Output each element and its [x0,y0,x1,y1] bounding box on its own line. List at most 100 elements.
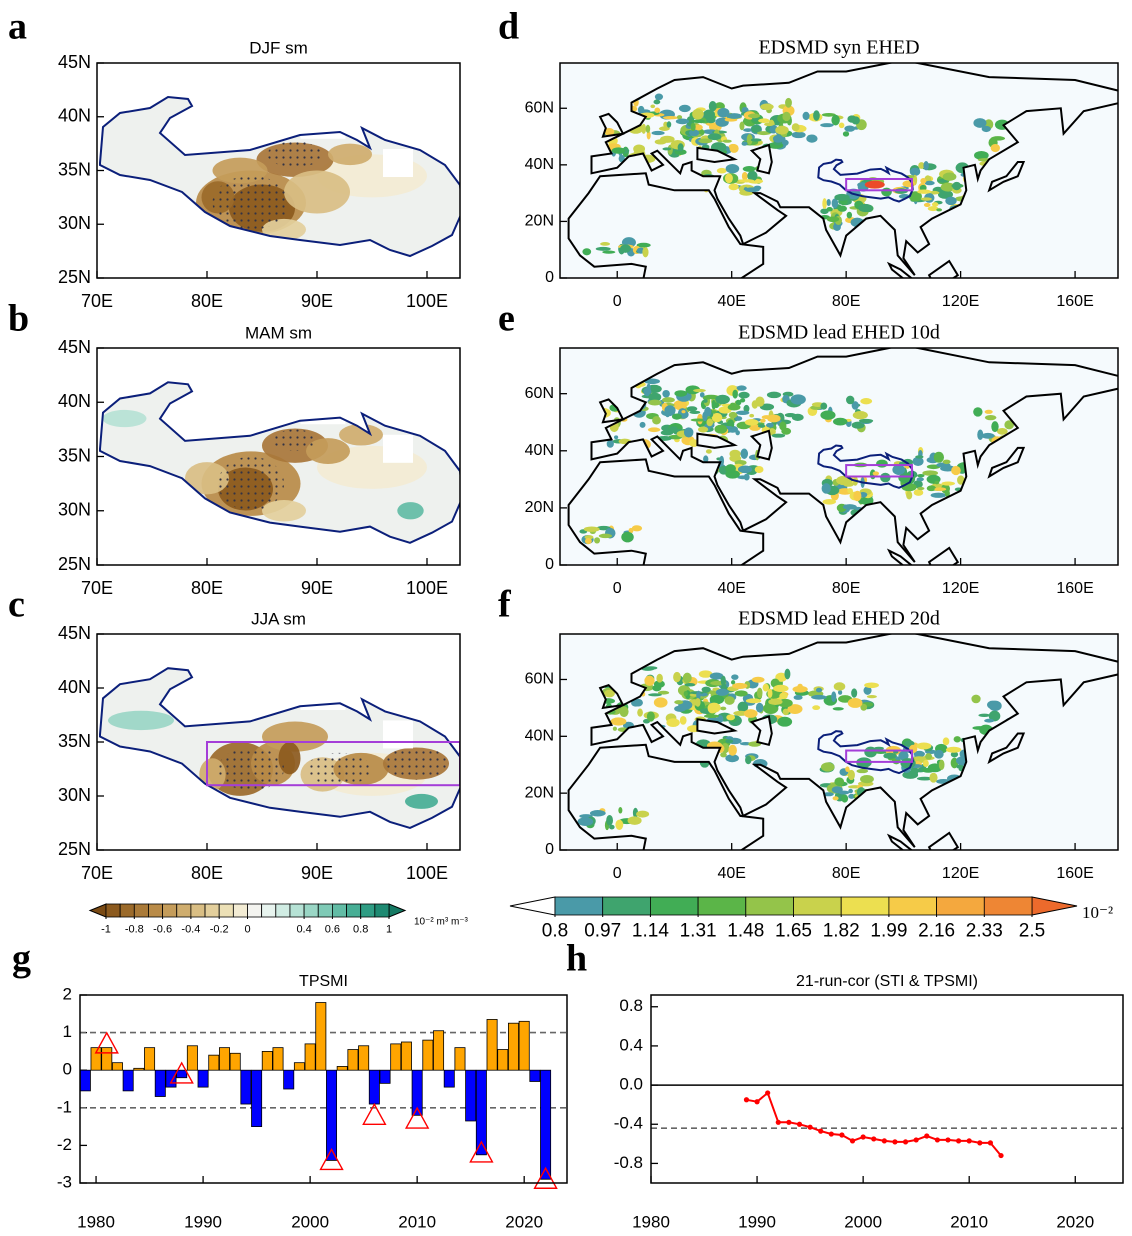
contour-fill [648,693,662,697]
series-point [934,1137,940,1143]
colorbar-swatch [162,903,178,918]
series-point [955,1138,962,1144]
contour-fill [677,143,684,152]
x-tick-label: 80E [191,291,223,311]
contour-fill [920,178,927,184]
colorbar-swatch [374,903,390,918]
x-tick-label: 80E [832,293,860,310]
contour-fill [990,143,1000,153]
contour-fill [646,711,655,722]
colorbar-label: 1.31 [680,921,717,942]
coastline [987,732,1026,765]
bar [379,1069,391,1084]
contour-fill [759,403,775,411]
contour-fill [956,764,964,769]
contour-fill [698,670,713,678]
colorbar-swatch [176,903,192,918]
contour-fill [934,749,944,759]
contour-fill [984,409,993,414]
x-tick-label: 1980 [632,1212,670,1231]
contour-fill [984,718,995,723]
contour-fill [845,766,850,772]
contour-fill [717,107,730,118]
colorbar-swatch [218,903,234,918]
contour-fill [813,110,820,121]
contour-fill [647,427,661,433]
contour-fill [933,451,945,463]
contour-fill [696,690,701,700]
contour-fill [792,685,808,693]
contour-fill [848,793,855,799]
contour-fill [654,93,664,101]
panel-title: DJF sm [249,38,308,57]
series-point [860,1134,866,1140]
contour-fill [706,418,714,427]
contour-fill [652,684,662,692]
colorbar-label: 0.97 [584,921,621,942]
contour-fill [584,535,594,540]
contour-fill [821,113,836,117]
x-tick-label: 2000 [844,1212,882,1231]
contour-fill [732,389,738,399]
x-tick-label: 2020 [1056,1212,1094,1231]
y-tick-label: 45N [58,623,91,643]
coastline [749,429,773,461]
colorbar-swatch [317,903,333,918]
contour-fill [957,475,965,485]
contour-fill [715,688,729,696]
significance-dots [218,747,284,791]
y-tick-label: 40N [58,106,91,126]
contour-fill [648,399,662,406]
contour-fill [610,717,627,726]
contour-fill [837,205,847,212]
coastline [927,259,960,278]
panel-label: e [498,298,515,340]
y-tick-label: 25N [58,267,91,287]
contour-fill [831,691,837,703]
y-tick-label: 0.8 [619,996,643,1015]
map-panel [97,348,460,565]
x-tick-label: 2010 [398,1212,436,1231]
contour-fill [662,389,670,398]
contour-fill [306,438,350,464]
region-box [845,749,913,763]
contour-fill [725,464,736,473]
contour-fill [637,708,643,717]
contour-fill [951,465,961,476]
bar [208,1054,220,1071]
contour-fill [702,399,708,403]
contour-fill [743,473,750,481]
x-tick-label: 160E [1056,293,1093,310]
contour-fill [777,716,793,727]
contour-fill [775,672,788,682]
series-point [828,1131,834,1137]
contour-fill [831,198,839,209]
colorbar-label: 1.48 [727,921,764,942]
map-panel [97,63,460,278]
contour-fill [704,687,710,693]
contour-fill [917,474,925,478]
y-tick-label: 0 [545,269,554,286]
contour-fill [741,141,748,146]
colorbar-units: 10⁻² m³ m⁻³ [414,917,469,928]
significance-dots [212,175,290,230]
contour-fill [922,767,935,773]
coastline [696,718,738,735]
y-tick-label: 60N [525,99,554,116]
y-tick-label: 35N [58,445,91,465]
contour-fill [779,421,787,431]
contour-fill [653,697,668,708]
map-panel [97,634,460,850]
contour-fill [834,193,850,201]
colorbar-extend [88,903,107,918]
contour-fill [606,814,614,826]
contour-fill [755,396,765,407]
contour-fill [714,424,728,434]
contour-fill [926,485,937,492]
contour-fill [1004,420,1014,430]
coastline [987,161,1026,193]
contour-fill [815,687,823,693]
map-panel [560,634,1118,850]
bar [390,1043,402,1071]
data-gap [383,434,413,463]
